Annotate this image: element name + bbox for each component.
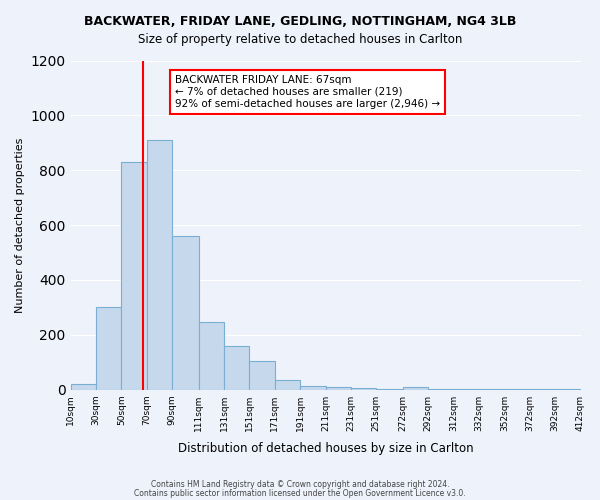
Bar	[275, 380, 300, 390]
Text: Contains HM Land Registry data © Crown copyright and database right 2024.: Contains HM Land Registry data © Crown c…	[151, 480, 449, 489]
Bar	[96, 308, 121, 390]
Bar	[300, 386, 326, 390]
Bar	[454, 389, 479, 390]
Y-axis label: Number of detached properties: Number of detached properties	[15, 138, 25, 313]
Bar	[376, 389, 403, 390]
Bar	[351, 388, 376, 390]
Text: Size of property relative to detached houses in Carlton: Size of property relative to detached ho…	[138, 32, 462, 46]
Bar	[326, 387, 351, 390]
Text: Contains public sector information licensed under the Open Government Licence v3: Contains public sector information licen…	[134, 488, 466, 498]
Bar	[199, 322, 224, 390]
Bar	[428, 389, 454, 390]
Bar	[250, 361, 275, 390]
Bar	[121, 162, 146, 390]
X-axis label: Distribution of detached houses by size in Carlton: Distribution of detached houses by size …	[178, 442, 473, 455]
Text: BACKWATER FRIDAY LANE: 67sqm
← 7% of detached houses are smaller (219)
92% of se: BACKWATER FRIDAY LANE: 67sqm ← 7% of det…	[175, 76, 440, 108]
Bar	[479, 389, 505, 390]
Bar	[172, 236, 199, 390]
Bar	[403, 387, 428, 390]
Bar	[530, 389, 555, 390]
Bar	[555, 389, 581, 390]
Bar	[146, 140, 172, 390]
Text: BACKWATER, FRIDAY LANE, GEDLING, NOTTINGHAM, NG4 3LB: BACKWATER, FRIDAY LANE, GEDLING, NOTTING…	[84, 15, 516, 28]
Bar	[224, 346, 250, 390]
Bar	[505, 389, 530, 390]
Bar	[71, 384, 96, 390]
